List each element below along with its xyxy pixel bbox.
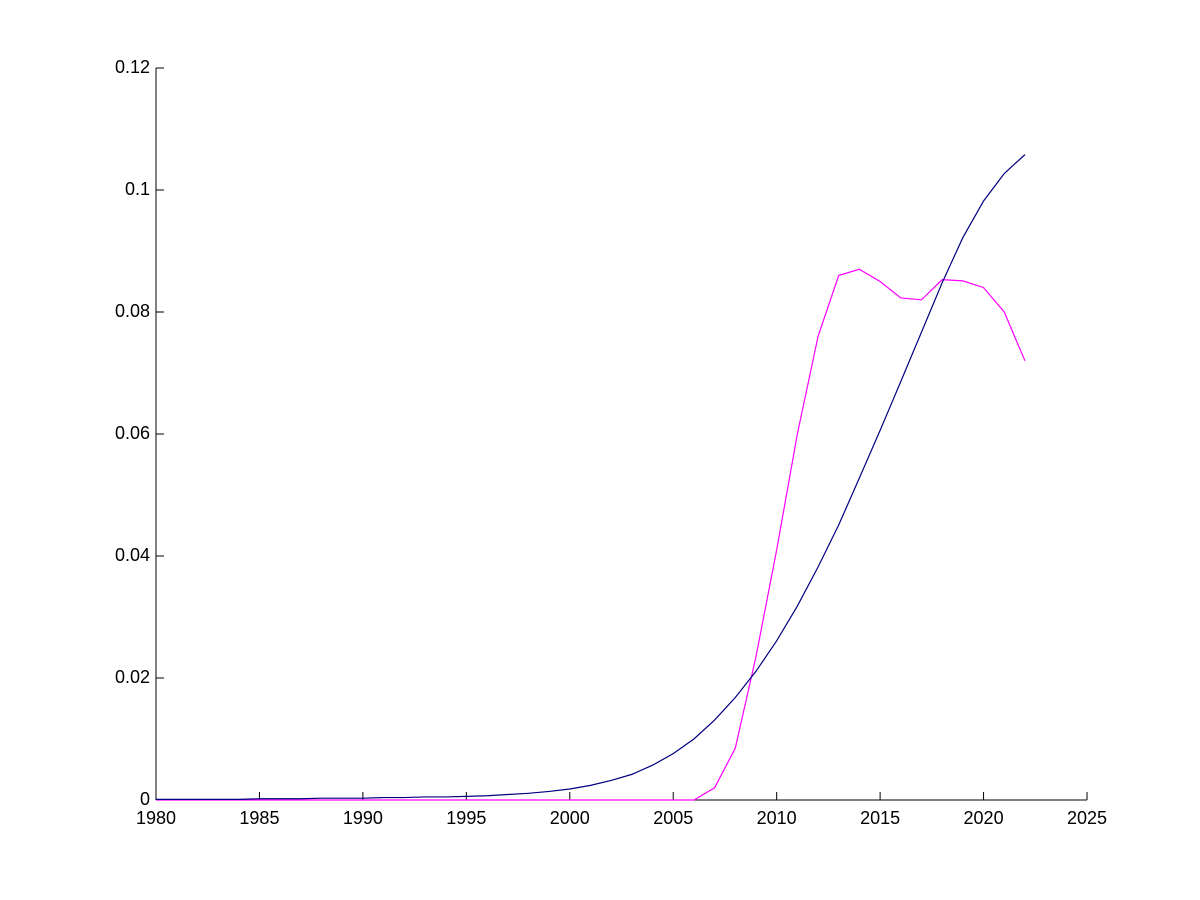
x-tick-label: 1980 [136, 808, 176, 828]
x-tick-label: 2020 [964, 808, 1004, 828]
y-tick-label: 0.02 [115, 667, 150, 687]
x-tick-label: 2010 [757, 808, 797, 828]
y-tick-label: 0.1 [125, 179, 150, 199]
y-tick-label: 0 [140, 789, 150, 809]
y-tick-label: 0.08 [115, 301, 150, 321]
x-tick-label: 1985 [239, 808, 279, 828]
x-tick-label: 2005 [653, 808, 693, 828]
x-tick-label: 2000 [550, 808, 590, 828]
series-line [156, 154, 1026, 800]
y-tick-label: 0.06 [115, 423, 150, 443]
x-tick-label: 2015 [860, 808, 900, 828]
x-tick-label: 1995 [446, 808, 486, 828]
y-tick-label: 0.12 [115, 57, 150, 77]
series-line [156, 268, 1026, 801]
y-tick-label: 0.04 [115, 545, 150, 565]
x-tick-label: 1990 [343, 808, 383, 828]
x-tick-label: 2025 [1067, 808, 1107, 828]
